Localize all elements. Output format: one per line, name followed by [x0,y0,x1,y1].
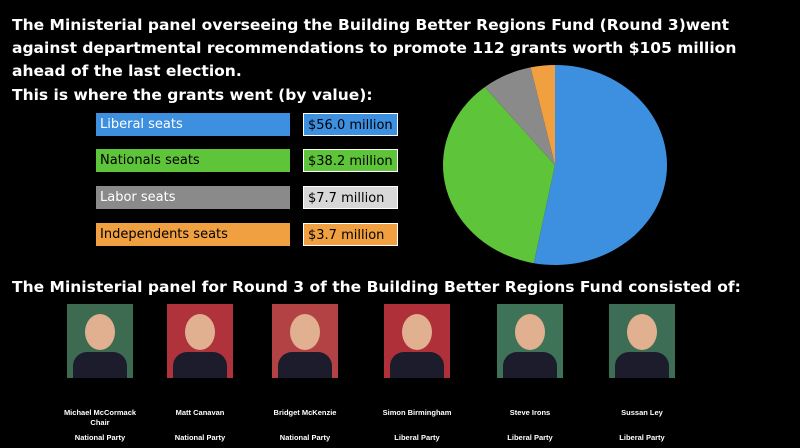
member-name: Simon Birmingham [382,408,452,417]
legend-label: Independents seats [96,223,290,246]
member-photo [272,304,338,378]
pie-slice-liberal-seats [533,65,668,265]
grants-pie-chart [443,65,668,265]
member-photo [609,304,675,378]
member-photo [384,304,450,378]
legend-row-nationals: Nationals seats $38.2 million [96,149,398,172]
member-name: Sussan Ley [621,408,663,417]
legend-value: $38.2 million [303,149,398,172]
headline: The Ministerial panel overseeing the Bui… [12,16,737,80]
pie-slice-independents-seats [530,65,555,165]
legend-row-independents: Independents seats $3.7 million [96,223,398,246]
member-photo [167,304,233,378]
pie-slice-nationals-seats [443,87,555,264]
member-photo [497,304,563,378]
legend-row-liberal: Liberal seats $56.0 million [96,113,398,136]
panel-title: The Ministerial panel for Round 3 of the… [12,278,741,296]
member-party: National Party [279,433,331,442]
member-mckenzie: Bridget McKenzie National Party [250,304,360,442]
member-name: Bridget McKenzie [273,408,337,417]
chart-subheading: This is where the grants went (by value)… [12,86,373,104]
legend-value: $56.0 million [303,113,398,136]
member-photo [67,304,133,378]
member-name: Michael McCormack [63,408,137,417]
member-mccormack: Michael McCormack Chair National Party [45,304,155,442]
member-birmingham: Simon Birmingham Liberal Party [362,304,472,442]
legend-label: Nationals seats [96,149,290,172]
legend-label: Liberal seats [96,113,290,136]
member-name: Matt Canavan [175,408,225,417]
legend-value: $3.7 million [303,223,398,246]
legend-label: Labor seats [96,186,290,209]
pie-slice-labor-seats [484,67,555,165]
member-name: Steve Irons [509,408,551,417]
member-party: National Party [74,433,126,442]
legend-value: $7.7 million [303,186,398,209]
member-canavan: Matt Canavan National Party [145,304,255,442]
member-irons: Steve Irons Liberal Party [475,304,585,442]
member-party: National Party [174,433,226,442]
member-party: Liberal Party [507,433,553,442]
legend-row-labor: Labor seats $7.7 million [96,186,398,209]
member-party: Liberal Party [619,433,665,442]
member-party: Liberal Party [394,433,440,442]
member-ley: Sussan Ley Liberal Party [587,304,697,442]
member-role: Chair [90,418,110,427]
